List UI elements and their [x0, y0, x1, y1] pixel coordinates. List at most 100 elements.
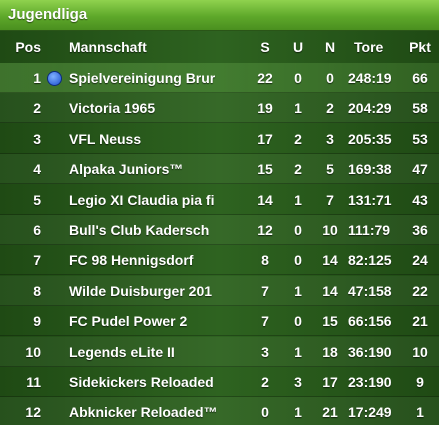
table-cell: 21: [412, 313, 428, 330]
table-cell: 2: [261, 374, 269, 390]
table-cell: 22: [257, 70, 273, 86]
table-cell: 58: [412, 100, 428, 117]
column-header[interactable]: Pos: [15, 39, 41, 55]
table-cell: 3: [326, 130, 334, 147]
table-cell: 7: [261, 282, 269, 299]
table-cell: 0: [294, 70, 302, 86]
table-cell: 0: [294, 252, 302, 269]
table-cell: 53: [412, 130, 428, 147]
table-cell: 15: [257, 161, 273, 178]
table-cell: 1: [416, 404, 424, 421]
team-name: Abknicker Reloaded™: [69, 404, 218, 421]
column-header[interactable]: Pkt: [409, 39, 431, 55]
table-cell: 1: [33, 70, 41, 86]
table-cell: 2: [294, 130, 302, 147]
table-cell: 0: [294, 222, 302, 238]
table-cell: 14: [257, 191, 273, 208]
team-name: Wilde Duisburger 201: [69, 282, 213, 299]
table-row[interactable]: [0, 245, 439, 276]
table-row[interactable]: [0, 63, 439, 93]
table-cell: 6: [33, 222, 41, 238]
team-name: Legends eLite II: [69, 343, 175, 360]
table-cell: 2: [294, 161, 302, 178]
table-cell: 204:29: [348, 100, 392, 117]
table-cell: 22: [412, 282, 428, 299]
table-cell: 7: [33, 252, 41, 269]
table-cell: 18: [322, 343, 338, 360]
table-cell: 17: [257, 130, 273, 147]
team-name: FC Pudel Power 2: [69, 313, 188, 330]
table-cell: 9: [33, 313, 41, 330]
title-bar: Jugendliga: [0, 0, 439, 31]
table-row[interactable]: [0, 154, 439, 185]
table-cell: 23:190: [348, 374, 392, 390]
table-cell: 0: [261, 404, 269, 421]
team-name: Victoria 1965: [69, 100, 156, 117]
table-cell: 1: [294, 191, 302, 208]
table-cell: 2: [33, 100, 41, 117]
table-cell: 66: [412, 70, 428, 86]
table-cell: 17:249: [348, 404, 392, 421]
table-cell: 19: [257, 100, 273, 117]
table-cell: 10: [322, 222, 338, 238]
table-cell: 169:38: [348, 161, 392, 178]
column-header[interactable]: Tore: [354, 39, 384, 55]
table-cell: 5: [33, 191, 41, 208]
table-cell: 205:35: [348, 130, 392, 147]
team-name: VFL Neuss: [69, 130, 142, 147]
info-icon: [47, 71, 62, 86]
table-cell: 3: [261, 343, 269, 360]
table-row[interactable]: [0, 93, 439, 124]
table-cell: 36:190: [348, 343, 392, 360]
team-name: FC 98 Hennigsdorf: [69, 252, 194, 269]
column-header[interactable]: U: [292, 39, 304, 55]
table-cell: 9: [416, 374, 424, 390]
table-cell: 3: [33, 130, 41, 147]
column-header[interactable]: S: [260, 39, 270, 55]
table-row[interactable]: [0, 306, 439, 337]
table-cell: 24: [412, 252, 428, 269]
table-cell: 1: [294, 343, 302, 360]
table-cell: 36: [412, 222, 428, 238]
table-cell: 47:158: [348, 282, 392, 299]
table-row[interactable]: [0, 185, 439, 215]
table-cell: 11: [26, 374, 41, 390]
table-cell: 5: [326, 161, 334, 178]
table-cell: 3: [294, 374, 302, 390]
table-cell: 248:19: [348, 70, 392, 86]
team-name: Spielvereinigung Brur: [69, 70, 216, 86]
table-cell: 21: [322, 404, 338, 421]
column-header[interactable]: Mannschaft: [69, 39, 147, 55]
table-cell: 66:156: [348, 313, 392, 330]
table-cell: 8: [33, 282, 41, 299]
table-cell: 17: [322, 374, 338, 390]
team-name: Sidekickers Reloaded: [69, 374, 214, 390]
table-cell: 1: [294, 282, 302, 299]
team-name: Legio XI Claudia pia fi: [69, 191, 215, 208]
table-cell: 10: [25, 343, 41, 360]
table-cell: 4: [33, 161, 41, 178]
table-row[interactable]: [0, 215, 439, 245]
table-row[interactable]: [0, 367, 439, 397]
table-cell: 43: [412, 191, 428, 208]
table-cell: 14: [322, 252, 338, 269]
table-cell: 10: [412, 343, 428, 360]
table-cell: 15: [322, 313, 338, 330]
table-cell: 0: [326, 70, 334, 86]
table-cell: 82:125: [348, 252, 392, 269]
table-cell: 0: [294, 313, 302, 330]
table-cell: 12: [257, 222, 273, 238]
table-cell: 12: [25, 404, 41, 421]
table-row[interactable]: [0, 336, 439, 367]
table-row[interactable]: [0, 124, 439, 154]
table-cell: 111:79: [348, 222, 391, 238]
table-row[interactable]: [0, 397, 439, 425]
table-cell: 1: [294, 404, 302, 421]
table-cell: 14: [322, 282, 338, 299]
column-header[interactable]: N: [324, 39, 336, 55]
table-cell: 7: [261, 313, 269, 330]
team-name: Bull's Club Kadersch: [69, 222, 210, 238]
table-cell: 47: [412, 161, 428, 178]
table-row[interactable]: [0, 275, 439, 306]
